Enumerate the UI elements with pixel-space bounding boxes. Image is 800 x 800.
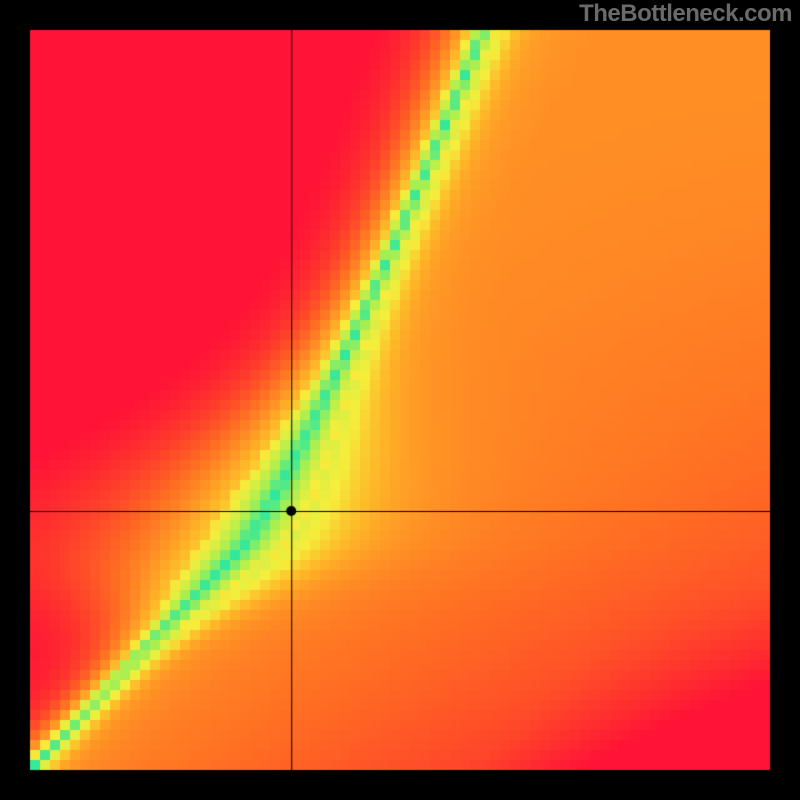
watermark-label: TheBottleneck.com [579, 0, 792, 28]
chart-container: TheBottleneck.com [0, 0, 800, 800]
bottleneck-heatmap [0, 0, 800, 800]
